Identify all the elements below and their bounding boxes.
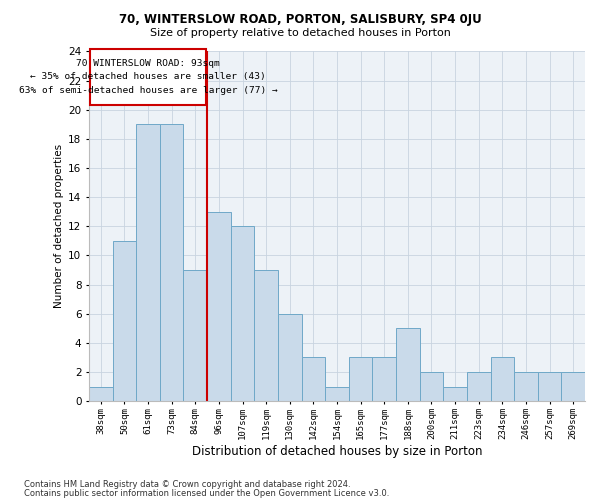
Bar <box>514 372 538 401</box>
Bar <box>325 386 349 401</box>
Bar <box>396 328 419 401</box>
Bar <box>231 226 254 401</box>
FancyBboxPatch shape <box>90 48 206 106</box>
X-axis label: Distribution of detached houses by size in Porton: Distribution of detached houses by size … <box>192 444 482 458</box>
Bar <box>538 372 562 401</box>
Bar <box>184 270 207 401</box>
Text: Contains public sector information licensed under the Open Government Licence v3: Contains public sector information licen… <box>24 489 389 498</box>
Bar <box>113 241 136 401</box>
Bar <box>89 386 113 401</box>
Text: 70 WINTERSLOW ROAD: 93sqm
← 35% of detached houses are smaller (43)
63% of semi-: 70 WINTERSLOW ROAD: 93sqm ← 35% of detac… <box>19 58 277 96</box>
Bar <box>254 270 278 401</box>
Bar <box>373 358 396 401</box>
Bar <box>207 212 231 401</box>
Bar <box>467 372 491 401</box>
Bar <box>419 372 443 401</box>
Bar <box>160 124 184 401</box>
Bar <box>302 358 325 401</box>
Bar <box>491 358 514 401</box>
Y-axis label: Number of detached properties: Number of detached properties <box>54 144 64 308</box>
Text: 70, WINTERSLOW ROAD, PORTON, SALISBURY, SP4 0JU: 70, WINTERSLOW ROAD, PORTON, SALISBURY, … <box>119 12 481 26</box>
Bar <box>562 372 585 401</box>
Bar <box>278 314 302 401</box>
Bar <box>443 386 467 401</box>
Text: Contains HM Land Registry data © Crown copyright and database right 2024.: Contains HM Land Registry data © Crown c… <box>24 480 350 489</box>
Bar <box>136 124 160 401</box>
Bar <box>349 358 373 401</box>
Text: Size of property relative to detached houses in Porton: Size of property relative to detached ho… <box>149 28 451 38</box>
